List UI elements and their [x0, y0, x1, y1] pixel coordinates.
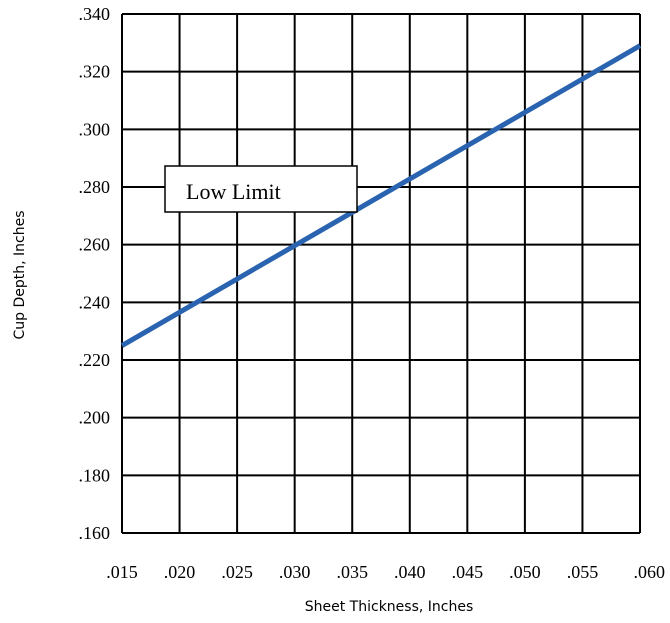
x-tick-label: .050	[509, 562, 541, 582]
y-tick-label: .200	[79, 408, 111, 428]
y-tick-label: .320	[79, 62, 111, 82]
y-tick-label: .260	[79, 235, 111, 255]
y-tick-label: .300	[79, 119, 111, 139]
x-axis-tick-labels: .015 .020 .025 .030 .035 .040 .045 .050 .055 .060	[106, 562, 665, 582]
y-axis-tick-labels: .160 .180 .200 .220 .240 .260 .280 .300 .320 .340	[79, 4, 111, 543]
x-tick-label: .030	[279, 562, 311, 582]
x-tick-label: .060	[634, 562, 666, 582]
grid-lines	[121, 13, 641, 534]
x-tick-label: .035	[336, 562, 368, 582]
series-group	[120, 43, 642, 348]
x-tick-label: .025	[221, 562, 253, 582]
x-tick-label: .055	[567, 562, 599, 582]
x-axis-title: Sheet Thickness, Inches	[305, 599, 474, 615]
annotation-box	[164, 165, 358, 213]
y-tick-label: .160	[79, 523, 111, 543]
y-tick-label: .340	[79, 4, 111, 24]
series-line-low-limit	[120, 43, 642, 348]
annotation-low-limit: Low Limit	[186, 179, 281, 204]
y-tick-label: .240	[79, 292, 111, 312]
x-tick-label: .015	[106, 562, 138, 582]
x-tick-label: .040	[394, 562, 426, 582]
x-tick-label: .045	[452, 562, 484, 582]
y-tick-label: .180	[79, 465, 111, 485]
annotation-group: Low Limit	[164, 165, 358, 213]
y-tick-label: .280	[79, 177, 111, 197]
y-tick-label: .220	[79, 350, 111, 370]
y-axis-title: Cup Depth, Inches	[12, 210, 28, 339]
x-tick-label: .020	[164, 562, 196, 582]
